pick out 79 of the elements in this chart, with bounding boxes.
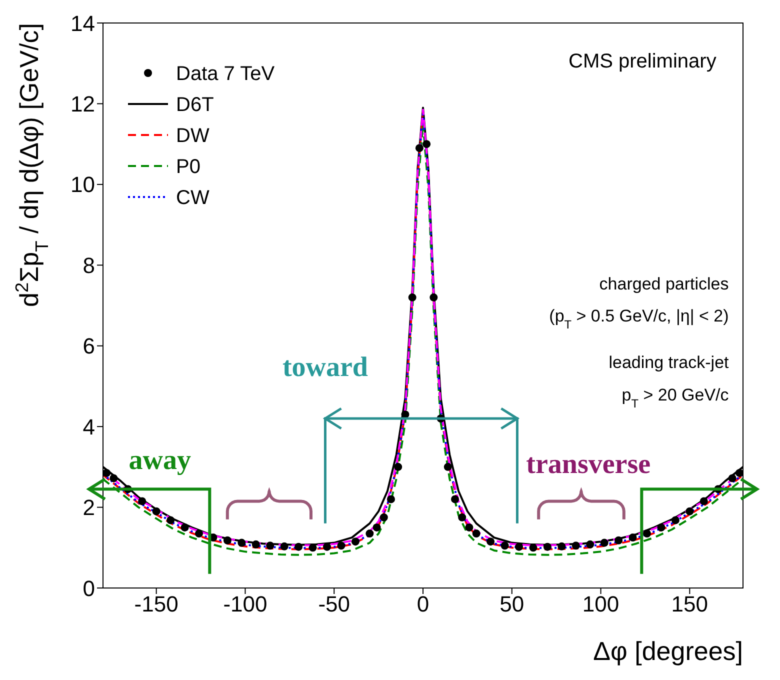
legend-label: D6T [176, 94, 214, 116]
point [458, 513, 466, 522]
point [600, 538, 608, 547]
legend-label: CW [176, 187, 210, 209]
annotation: charged particles [599, 274, 729, 294]
y-tick-label: 4 [82, 414, 95, 440]
point [586, 540, 594, 548]
point [323, 542, 331, 551]
point [308, 544, 317, 552]
point [728, 474, 736, 482]
point [223, 536, 232, 544]
point [294, 542, 303, 551]
point [465, 523, 474, 532]
point [152, 507, 160, 516]
point [422, 140, 431, 148]
y-tick-label: 12 [70, 92, 95, 117]
point [337, 542, 346, 550]
annotation: away [128, 444, 192, 476]
annotation: CMS preliminary [568, 50, 716, 72]
point [394, 462, 402, 471]
point [180, 523, 189, 532]
point [351, 538, 360, 546]
point [430, 293, 438, 302]
annotation: (p$_{T}$ > 0.5 GeV/c, |η| < 2) [549, 306, 729, 332]
x-tick-label: 50 [500, 592, 524, 617]
point [266, 542, 274, 550]
point [529, 544, 538, 552]
y-tick-label: 0 [82, 576, 95, 601]
y-tick-label: 6 [82, 334, 95, 359]
point [387, 495, 395, 504]
point [380, 513, 388, 522]
annotation: transverse [526, 448, 651, 480]
x-tick-label: -100 [223, 592, 268, 617]
x-tick-label: 100 [582, 592, 620, 617]
legend-label: DW [176, 125, 210, 147]
point [657, 523, 666, 532]
point [572, 542, 580, 550]
point [643, 530, 651, 538]
point [614, 536, 623, 544]
point [628, 534, 637, 542]
point [543, 542, 552, 551]
point [103, 468, 111, 477]
x-tick-label: -150 [134, 592, 178, 617]
point [486, 538, 495, 546]
y-tick-label: 10 [70, 172, 95, 198]
point [444, 462, 452, 471]
x-tick-label: 0 [416, 592, 430, 617]
point [372, 523, 381, 532]
point [280, 542, 288, 550]
point [415, 144, 424, 152]
point [686, 507, 694, 516]
point [252, 540, 260, 548]
legend-label: P0 [176, 156, 200, 178]
point [500, 542, 509, 550]
annotation: p$_{T}$ > 20 GeV/c [622, 385, 730, 410]
x-tick-label: -50 [318, 592, 350, 617]
point [366, 530, 374, 538]
y-tick-label: 8 [82, 252, 95, 278]
y-tick-label: 14 [70, 10, 95, 36]
point [671, 516, 680, 524]
x-tick-label: 150 [671, 592, 708, 617]
point [472, 530, 480, 538]
point [408, 293, 416, 302]
point [195, 530, 203, 538]
point [401, 410, 410, 418]
y-tick-label: 2 [82, 495, 95, 520]
point [515, 542, 523, 551]
x-axis-title: Δφ [degrees] [593, 636, 743, 666]
point [238, 538, 246, 547]
annotation: toward [282, 352, 368, 384]
point [138, 497, 146, 506]
annotation: leading track-jet [608, 353, 730, 372]
point [558, 542, 566, 550]
point [735, 468, 743, 477]
point [110, 474, 118, 482]
point [166, 516, 175, 524]
point [451, 495, 459, 504]
legend-label: Data 7 TeV [176, 63, 276, 85]
point [700, 497, 708, 506]
